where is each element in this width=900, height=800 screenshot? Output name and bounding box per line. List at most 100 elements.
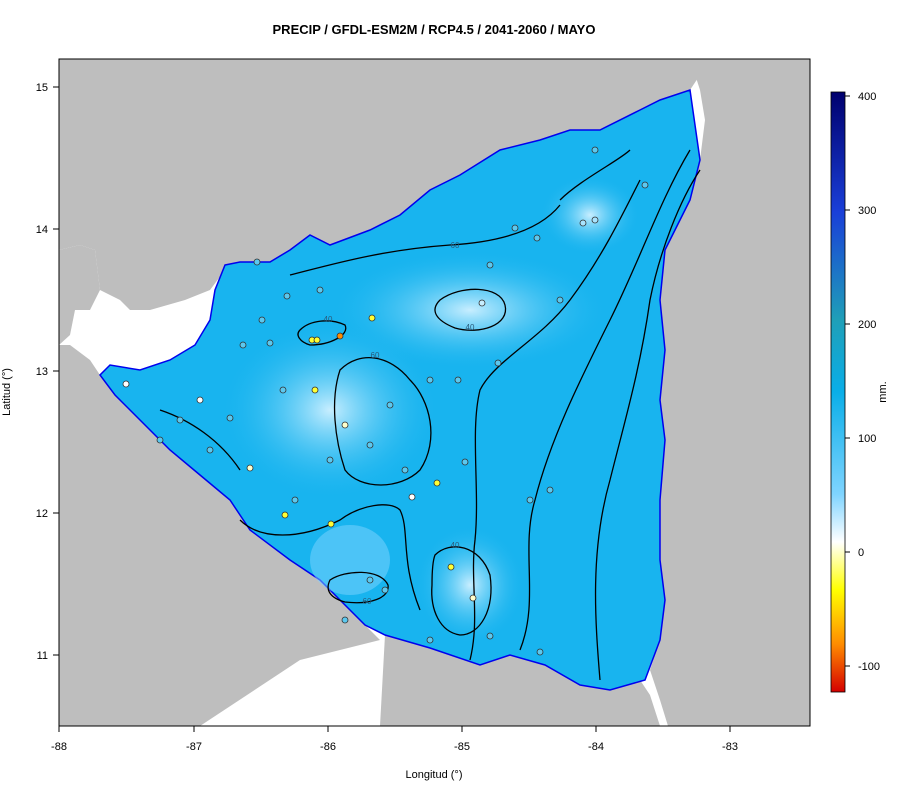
costa-rica-landmass: [380, 635, 660, 726]
plot-frame: [58, 58, 811, 727]
map-panel: [59, 59, 810, 726]
map-title: PRECIP / GFDL-ESM2M / RCP4.5 / 2041-2060…: [273, 22, 596, 37]
station-point: [122, 380, 130, 388]
station-point: [291, 496, 299, 504]
contour-label: 60: [363, 597, 372, 606]
contour-60-north: [289, 149, 631, 276]
station-point: [486, 632, 494, 640]
light-zone-north: [330, 250, 610, 370]
contour-label: 40: [466, 323, 475, 332]
station-point: [591, 216, 599, 224]
station-point: [313, 336, 321, 344]
station-point: [326, 456, 334, 464]
station-point: [316, 286, 324, 294]
station-point: [556, 296, 564, 304]
y-tick-label: 12: [36, 508, 48, 520]
station-point: [336, 332, 344, 340]
y-axis: 11 12 13 14 15 Latitud (°): [1, 82, 59, 662]
station-point: [246, 464, 254, 472]
x-tick-label: -86: [320, 741, 336, 753]
y-tick-label: 13: [36, 366, 48, 378]
station-point: [366, 441, 374, 449]
lake-zone: [310, 525, 390, 595]
contour-lines: [159, 149, 701, 681]
station-point: [279, 386, 287, 394]
contour-wide-south: [239, 504, 421, 611]
station-point: [196, 396, 204, 404]
colorbar-tick-label: 300: [858, 205, 876, 217]
x-axis-label: Longitud (°): [406, 769, 463, 781]
station-point: [341, 616, 349, 624]
caribbean-east-landmass: [650, 59, 810, 726]
station-points: [122, 146, 649, 656]
el-salvador-landmass: [59, 245, 100, 345]
station-point: [461, 458, 469, 466]
station-point: [579, 219, 587, 227]
station-point: [401, 466, 409, 474]
contour-60-lake: [327, 571, 389, 604]
station-point: [511, 224, 519, 232]
contour-east-1: [519, 149, 691, 651]
station-point: [478, 299, 486, 307]
station-point: [176, 416, 184, 424]
station-point: [386, 401, 394, 409]
station-point: [486, 261, 494, 269]
station-point: [454, 376, 462, 384]
contour-40-westsmall: [297, 320, 347, 346]
station-point: [381, 586, 389, 594]
y-tick-label: 14: [36, 224, 48, 236]
x-tick-label: -84: [588, 741, 604, 753]
colorbar-tick-label: 400: [858, 91, 876, 103]
station-point: [226, 414, 234, 422]
colorbar: -100 0 100 200 300 400 mm.: [830, 91, 889, 693]
station-point: [258, 316, 266, 324]
colorbar-tick-label: 0: [858, 547, 864, 559]
contour-labels: 40 60 60 40 40 60: [324, 241, 475, 606]
x-tick-label: -85: [454, 741, 470, 753]
x-tick-label: -83: [722, 741, 738, 753]
colorbar-tick-label: -100: [858, 661, 880, 673]
contour-west-coast: [159, 409, 241, 471]
station-point: [469, 594, 477, 602]
station-point: [156, 436, 164, 444]
x-tick-label: -87: [186, 741, 202, 753]
contour-east-2: [594, 169, 701, 681]
station-point: [591, 146, 599, 154]
station-point: [536, 648, 544, 656]
station-point: [426, 376, 434, 384]
station-point: [283, 292, 291, 300]
station-point: [494, 359, 502, 367]
station-point: [253, 258, 261, 266]
colorbar-unit-label: mm.: [877, 381, 889, 402]
honduras-landmass: [59, 59, 700, 310]
light-zone-south: [415, 525, 525, 645]
light-zone-northeast: [540, 175, 640, 255]
station-point: [327, 520, 335, 528]
contour-mid-ns: [469, 179, 641, 661]
station-point: [266, 339, 274, 347]
x-axis: -88 -87 -86 -85 -84 -83 Longitud (°): [51, 726, 738, 781]
light-zone-west: [220, 320, 440, 500]
station-point: [447, 563, 455, 571]
contour-40-north: [434, 288, 507, 331]
y-tick-label: 15: [36, 82, 48, 94]
station-point: [206, 446, 214, 454]
station-point: [526, 496, 534, 504]
station-point: [426, 636, 434, 644]
station-point: [433, 479, 441, 487]
station-point: [641, 181, 649, 189]
contour-label: 60: [451, 241, 460, 250]
colorbar-tick-label: 200: [858, 319, 876, 331]
colorbar-tick-label: 100: [858, 433, 876, 445]
station-point: [408, 493, 416, 501]
contour-label: 40: [324, 315, 333, 324]
pacific-west-landmass: [59, 345, 380, 726]
station-point: [546, 486, 554, 494]
x-tick-label: -88: [51, 741, 67, 753]
station-point: [533, 234, 541, 242]
y-axis-label: Latitud (°): [1, 368, 13, 416]
station-point: [311, 386, 319, 394]
station-point: [368, 314, 376, 322]
colorbar-ramp: [830, 91, 846, 693]
station-point: [281, 511, 289, 519]
